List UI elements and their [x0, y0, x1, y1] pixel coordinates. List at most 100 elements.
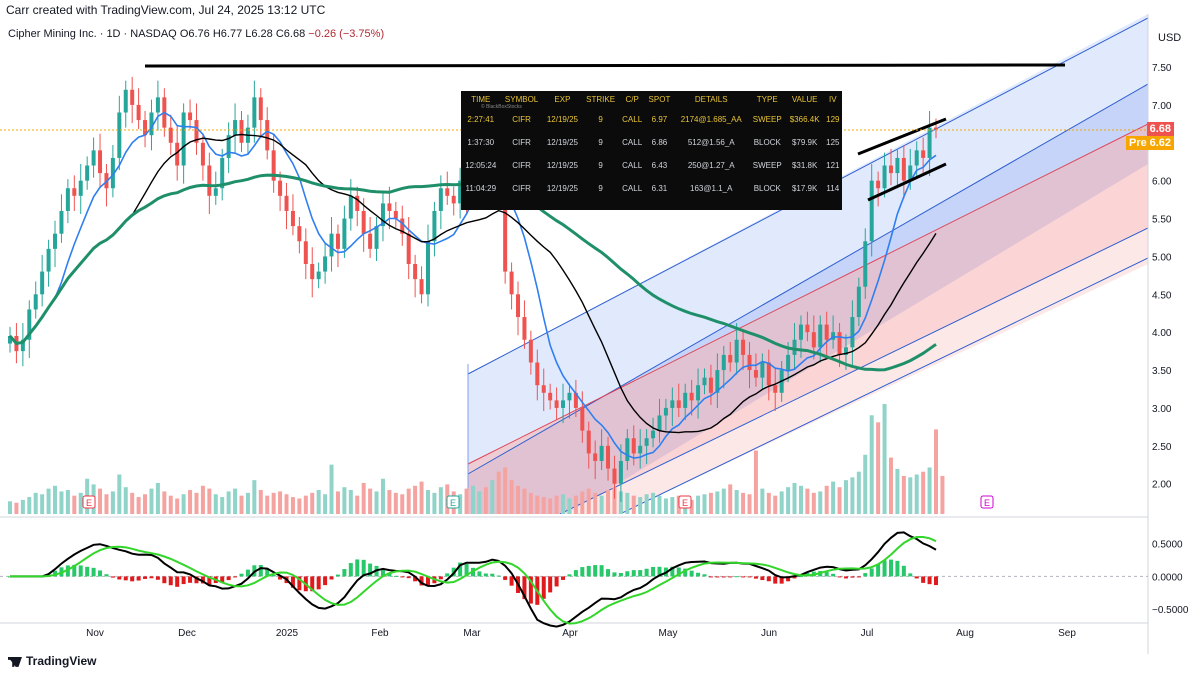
indicator-tick-label: 0.0000	[1152, 572, 1183, 583]
candle-body	[258, 97, 263, 121]
flow-cell: 2174@1.685_AA	[680, 115, 742, 124]
histogram-bar	[155, 576, 160, 580]
price-tick-label: 3.00	[1152, 404, 1172, 415]
currency-label[interactable]: USD	[1158, 32, 1181, 44]
histogram-bar	[290, 576, 295, 588]
flow-header-cell: VALUE	[791, 95, 818, 104]
volume-bar	[400, 494, 405, 514]
candle-body	[573, 392, 578, 408]
volume-bar	[792, 482, 797, 514]
flow-header-cell: STRIKE	[586, 95, 616, 104]
volume-bar	[123, 487, 128, 514]
candle-body	[20, 339, 25, 352]
candle-body	[670, 400, 675, 408]
price-tick-label: 5.50	[1152, 215, 1172, 226]
volume-bar	[53, 485, 58, 514]
indicator-tick-label: −0.5000	[1152, 605, 1189, 616]
volume-bar	[245, 492, 250, 514]
candle-body	[509, 271, 514, 295]
lower-channel	[468, 124, 1148, 514]
time-axis[interactable]: Nov Dec 2025 Feb Mar Apr May Jun Jul Aug Sep	[86, 628, 1076, 639]
volume-bar	[599, 495, 604, 514]
volume-bar	[207, 488, 212, 514]
regression-channels[interactable]	[467, 14, 1148, 574]
flow-header-cell: TIME	[471, 95, 491, 104]
flag-lower-line[interactable]	[867, 162, 947, 202]
candle-body	[361, 210, 366, 234]
volume-bar	[98, 488, 103, 514]
candle-body	[181, 112, 186, 166]
candle-body	[303, 241, 308, 264]
candle-body	[837, 332, 842, 355]
candle-body	[271, 150, 276, 181]
volume-bar	[168, 495, 173, 514]
flow-cell: 121	[826, 161, 840, 170]
indicator-tick-label: 0.5000	[1152, 540, 1183, 551]
histogram-bar	[355, 559, 360, 577]
resistance-line[interactable]	[144, 63, 1066, 68]
tradingview-brand[interactable]: TradingView	[8, 654, 96, 668]
flow-cell: 9	[598, 115, 603, 124]
candle-body	[921, 150, 926, 158]
volume-bar	[882, 404, 887, 514]
volume-bar	[490, 480, 495, 514]
volume-bar	[631, 495, 636, 514]
histogram-bar	[798, 576, 803, 578]
volume-bar	[663, 498, 668, 514]
flow-cell: CIFR	[512, 161, 531, 170]
volume-bar	[233, 488, 238, 514]
candle-body	[8, 335, 12, 344]
histogram-bar	[65, 565, 70, 577]
symbol-name[interactable]: Cipher Mining Inc.	[8, 28, 97, 40]
candle-body	[741, 339, 746, 355]
histogram-bar	[528, 576, 533, 604]
candle-body	[567, 392, 572, 401]
price-axis[interactable]: 7.507.006.506.005.505.004.504.003.503.00…	[1152, 63, 1172, 491]
volume-bar	[753, 450, 758, 514]
flow-cell: BLOCK	[753, 138, 781, 147]
histogram-bar	[599, 565, 604, 577]
volume-bar	[258, 490, 263, 514]
candle-body	[831, 332, 836, 340]
price-tick-label: 6.00	[1152, 177, 1172, 188]
flow-cell: CALL	[622, 138, 643, 147]
candle-body	[811, 332, 816, 348]
volume-bar	[824, 485, 829, 514]
volume-bar	[40, 494, 45, 514]
histogram-bar	[91, 567, 96, 577]
histogram-bar	[934, 576, 938, 586]
interval-label[interactable]: 1D	[106, 28, 121, 40]
histogram-bar	[554, 576, 559, 587]
price-tick-label: 7.50	[1152, 63, 1172, 74]
flag-upper-line[interactable]	[857, 117, 947, 156]
volume-bar	[155, 482, 160, 514]
price-chart[interactable]: 7.507.006.506.005.505.004.504.003.503.00…	[0, 14, 1200, 654]
volume-bar	[284, 494, 289, 514]
volume-bar	[194, 492, 199, 514]
volume-bar	[625, 492, 630, 514]
price-tick-label: 4.50	[1152, 290, 1172, 301]
histogram-bar	[200, 576, 205, 584]
candle-body	[117, 112, 122, 158]
histogram-bar	[136, 576, 141, 581]
histogram-bar	[335, 574, 340, 577]
histogram-bar	[329, 576, 334, 580]
time-tick-label: Jun	[761, 628, 777, 639]
time-tick-label: Mar	[463, 628, 481, 639]
candle-body	[638, 445, 643, 454]
candle-body	[773, 385, 778, 393]
candle-body	[175, 142, 180, 166]
volume-bar	[554, 495, 559, 514]
candle-body	[535, 362, 540, 386]
candle-body	[226, 135, 231, 158]
volume-bar	[522, 488, 527, 514]
histogram-bar	[297, 576, 302, 591]
candle-body	[702, 377, 707, 386]
flow-cell: 163@1.1_A	[690, 184, 733, 193]
time-tick-label: Jul	[861, 628, 874, 639]
volume-bar	[869, 415, 874, 514]
flow-header-cell: IV	[829, 95, 837, 104]
histogram-bar	[438, 576, 443, 580]
flow-cell: 6.43	[651, 161, 668, 170]
